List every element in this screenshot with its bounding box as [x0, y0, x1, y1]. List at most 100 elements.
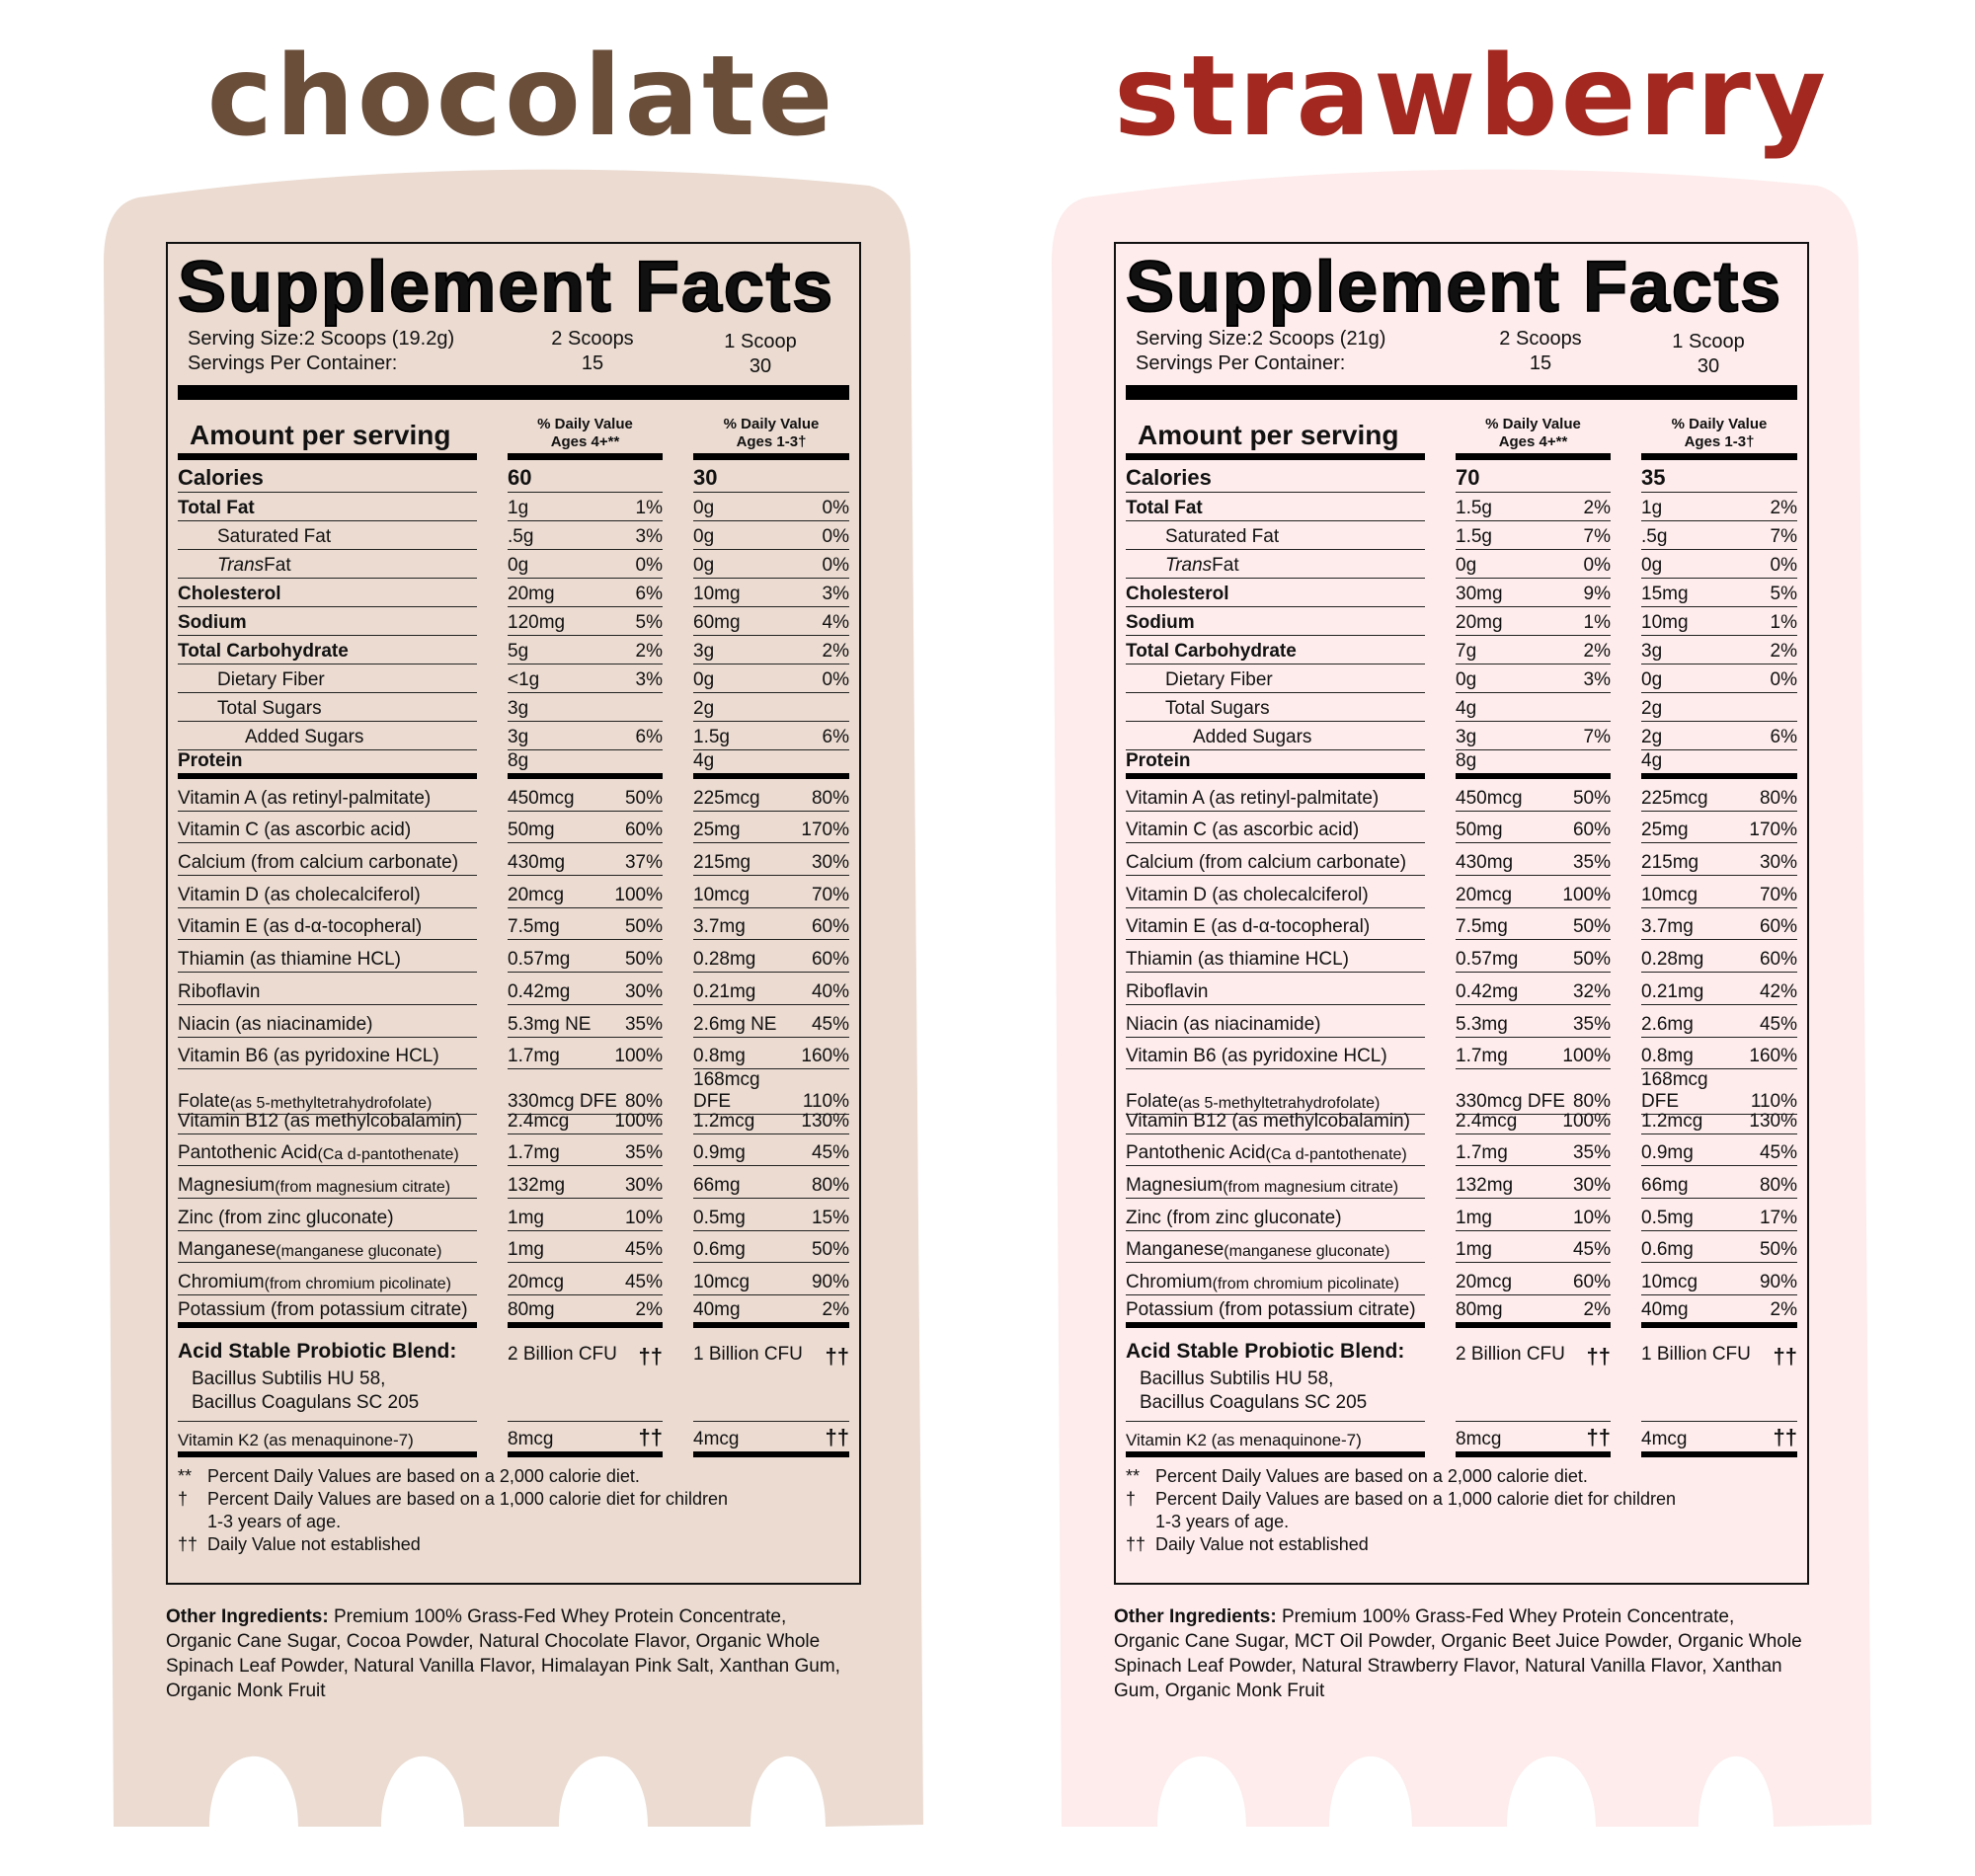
nutrient-name: Fat — [1212, 555, 1239, 576]
amount: 50mg — [1456, 820, 1503, 841]
percent-dv: 0% — [822, 526, 849, 547]
percent-dv: 0% — [1770, 669, 1797, 690]
amount: 8mcg — [1456, 1428, 1502, 1449]
amount: 20mg — [1456, 612, 1503, 633]
percent-dv: 50% — [1572, 949, 1611, 971]
amount: 0.21mg — [1641, 980, 1704, 1002]
amount: 1.7mg — [508, 1142, 560, 1164]
amount: 1mg — [1456, 1239, 1492, 1261]
nutrient-row: Trans Fat 0g 0% 0g 0% — [1126, 550, 1797, 579]
amount: 2g — [1641, 698, 1663, 719]
amount: 25mg — [693, 820, 741, 841]
nutrient-name: Chromium — [178, 1272, 265, 1292]
nutrient-name: Thiamin (as thiamine HCL) — [1126, 949, 1349, 971]
amount: 66mg — [693, 1174, 741, 1196]
percent-dv: 17% — [1759, 1207, 1797, 1228]
col1-serving: 2 Scoops — [1499, 328, 1582, 350]
nutrient-name: Pantothenic Acid — [1126, 1142, 1266, 1164]
percent-dv: 80% — [1759, 1174, 1797, 1196]
divider-bar — [1126, 385, 1797, 400]
percent-dv: 37% — [624, 852, 663, 874]
vitamin-row: Vitamin C (as ascorbic acid) 50mg 60% 25mg 1… — [1126, 812, 1797, 844]
nutrient-name: Protein — [1126, 750, 1191, 771]
nutrient-row: Cholesterol 30mg 9% 15mg 5% — [1126, 579, 1797, 607]
amount: 2.4mcg — [508, 1110, 570, 1132]
amount: 10mg — [693, 584, 741, 604]
percent-dv: 50% — [624, 787, 663, 809]
nutrient-name-italic: Trans — [217, 555, 265, 576]
footnote-text: Percent Daily Values are based on a 2,00… — [1155, 1465, 1588, 1486]
footnote-mark: † — [178, 1488, 189, 1509]
nutrient-source: (manganese gluconate) — [1224, 1243, 1390, 1261]
nutrient-name: Chromium — [1126, 1272, 1213, 1292]
amount: 0.57mg — [1456, 949, 1519, 971]
amount: 10mcg — [1641, 1272, 1698, 1292]
nutrient-name: Total Fat — [1126, 498, 1203, 518]
amount: 0.9mg — [693, 1142, 746, 1164]
amount: 3g — [1456, 727, 1477, 747]
serving-size: Serving Size:2 Scoops (21g) — [1136, 328, 1386, 350]
footnote-mark: †† — [178, 1533, 198, 1554]
vitamin-row: Pantothenic Acid (Ca d-pantothenate) 1.7m… — [178, 1134, 849, 1167]
dv-header-ages-1-3: % Daily Value Ages 1-3† — [693, 416, 849, 460]
amount: 1mg — [1456, 1207, 1492, 1228]
ingredients-text: Premium 100% Grass-Fed Whey Protein Conc… — [1114, 1606, 1802, 1701]
amount: 4mcg — [693, 1428, 740, 1449]
amount: 430mg — [1456, 852, 1514, 874]
percent-dv: 42% — [1759, 980, 1797, 1002]
nutrient-source: (as 5-methyltetrahydrofolate) — [229, 1095, 433, 1113]
amount: 3.7mg — [693, 916, 746, 938]
percent-dv: 35% — [1572, 1142, 1611, 1164]
amount: 15mg — [1641, 584, 1689, 604]
col2-serving: 1 Scoop — [1672, 331, 1745, 352]
percent-dv: 7% — [1583, 526, 1611, 547]
amount: 3g — [693, 641, 715, 662]
amount: 8g — [1456, 750, 1477, 771]
percent-dv: 0% — [1770, 555, 1797, 576]
amount: 0.42mg — [1456, 980, 1519, 1002]
col2-serving: 1 Scoop — [724, 331, 797, 352]
vitamin-row: Magnesium (from magnesium citrate) 132mg 3… — [178, 1166, 849, 1199]
nutrient-name: Sodium — [178, 612, 247, 633]
amount: 0.8mg — [1641, 1046, 1694, 1067]
amount: 3g — [1641, 641, 1663, 662]
other-ingredients: Other Ingredients: Premium 100% Grass-Fe… — [1114, 1604, 1805, 1703]
amount: 20mcg — [508, 884, 565, 905]
nutrient-name: Added Sugars — [245, 727, 364, 747]
vitamin-row: Calcium (from calcium carbonate) 430mg 35%… — [1126, 843, 1797, 877]
nutrient-name: Total Carbohydrate — [1126, 641, 1297, 662]
footnotes: ** Percent Daily Values are based on a 2,… — [178, 1465, 849, 1556]
amount: 3.7mg — [1641, 916, 1694, 938]
amount: 0.5mg — [1641, 1207, 1694, 1228]
amount: 225mcg — [1641, 787, 1708, 809]
amount: 70 — [1456, 465, 1480, 490]
vitamin-row: Folate (as 5-methyltetrahydrofolate) 330m… — [1126, 1069, 1797, 1116]
dv-not-established-mark: †† — [1773, 1343, 1797, 1368]
nutrient-row: Total Sugars 3g 2g — [178, 693, 849, 722]
nutrient-source: (from chromium picolinate) — [264, 1276, 452, 1292]
nutrient-name: Calcium (from calcium carbonate) — [178, 852, 459, 874]
nutrient-name: Folate — [1126, 1091, 1178, 1113]
nutrient-name: Magnesium — [178, 1174, 276, 1196]
vitamin-row: Vitamin D (as cholecalciferol) 20mcg 100% 1… — [178, 876, 849, 908]
amount: 2.6mg — [1641, 1013, 1694, 1035]
percent-dv: 10% — [1572, 1207, 1611, 1228]
percent-dv: 6% — [822, 727, 849, 747]
amount: <1g — [508, 669, 540, 690]
footnote: † Percent Daily Values are based on a 1,0… — [1126, 1488, 1679, 1533]
percent-dv: 100% — [614, 1046, 663, 1067]
percent-dv: 50% — [624, 916, 663, 938]
percent-dv: 100% — [1562, 1110, 1611, 1132]
vitamin-row: Calcium (from calcium carbonate) 430mg 37%… — [178, 843, 849, 877]
nutrient-name: Vitamin E (as d-α-tocopheral) — [1126, 916, 1371, 938]
amount: 5g — [508, 641, 529, 662]
nutrient-row: Total Fat 1g 1% 0g 0% — [178, 493, 849, 521]
amount: 60 — [508, 465, 532, 490]
amount: 7.5mg — [1456, 916, 1508, 938]
dv-not-established-mark: †† — [1586, 1424, 1611, 1449]
amount: .5g — [508, 526, 534, 547]
percent-dv: 6% — [1770, 727, 1797, 747]
nutrient-row: Dietary Fiber 0g 3% 0g 0% — [1126, 664, 1797, 693]
amount: 25mg — [1641, 820, 1689, 841]
amount: 4g — [1641, 750, 1663, 771]
